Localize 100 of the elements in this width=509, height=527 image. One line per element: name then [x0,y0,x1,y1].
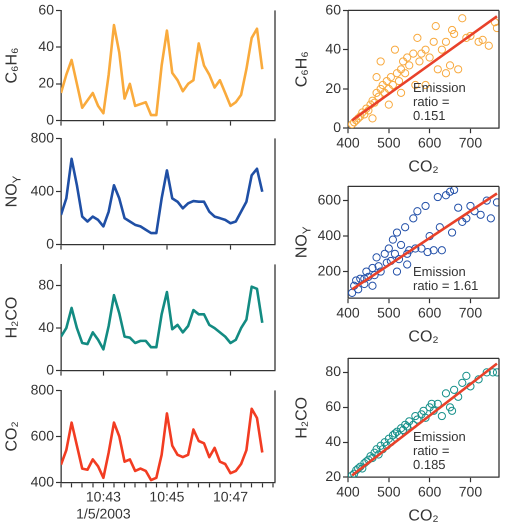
point [458,14,466,22]
point [450,30,458,38]
x-tick-label: 500 [377,304,401,320]
point [454,392,462,401]
y-axis-title: NOY [3,175,24,208]
point [430,38,438,46]
point [462,34,470,42]
point [446,188,454,196]
annotation: Emission ratio = 0.185 [413,429,466,472]
y-tick-label: 80 [38,276,54,292]
point [356,112,364,121]
y-tick-label: 600 [318,191,342,208]
point [372,88,381,97]
y-axis-title: CO₂ [3,421,20,452]
point [409,49,418,58]
point [417,410,426,418]
point [442,38,450,46]
point [448,406,456,415]
annotation: Emission ratio = 0.151 [413,80,466,124]
point [384,100,393,109]
y-tick-label: 600 [30,427,54,444]
point [466,382,475,390]
x-axis-title: CO₂ [408,328,439,346]
point [470,207,479,216]
point [432,22,440,30]
point [396,424,406,432]
point [401,420,410,429]
point [364,106,373,115]
point [368,454,377,462]
point [411,412,420,420]
point [396,88,406,97]
point [442,191,450,200]
point [448,228,456,237]
x-tick-label: 700 [458,483,482,500]
point [380,250,389,258]
point [388,236,397,244]
point [390,250,400,258]
point [413,34,422,42]
point [442,389,450,398]
point [350,118,358,126]
point [366,452,375,460]
y-tick-label: 40 [325,40,342,57]
y-axis-title: H₂CO [3,296,20,338]
point [358,108,366,117]
point [364,272,373,282]
point [356,274,364,283]
point [421,414,430,422]
point [430,246,438,254]
point [474,375,483,384]
point [401,69,410,78]
point [413,415,422,424]
point [370,98,379,107]
x-tick-label: 600 [418,304,442,320]
point [488,368,497,376]
point [398,426,408,434]
point [384,434,393,443]
y-tick-label: 60 [38,1,54,18]
y-tick-label: 0 [46,111,54,128]
point [362,267,370,276]
point [368,96,377,105]
point [372,445,381,454]
point [360,459,368,468]
point [388,80,397,90]
y-tick-label: 40 [38,318,54,335]
point [398,57,408,66]
point [426,232,434,240]
point [434,192,442,202]
point [348,120,356,128]
point [352,116,360,124]
point [374,450,383,459]
point [350,470,358,478]
y-tick-label: 40 [38,38,54,54]
y-tick-label: 400 [30,473,54,490]
y-tick-label: 0 [46,235,54,252]
point [396,240,406,250]
point [417,49,426,58]
point [390,46,400,54]
x-tick-label: 10:47 [212,488,248,505]
point [448,26,456,34]
point [482,368,491,376]
point [382,76,391,86]
y-tick-label: 20 [325,80,342,96]
x-tick-label: 10:45 [149,488,185,505]
point [370,448,379,457]
y-axis-title: C₆H₆ [3,47,20,84]
point [376,57,385,66]
point [362,104,370,113]
point [454,204,462,212]
point [392,428,402,436]
point [403,53,412,62]
point [374,262,383,270]
point [442,69,450,78]
point [421,46,430,54]
x-axis-title: CO₂ [408,158,439,176]
y-tick-label: 400 [30,182,54,198]
point [356,462,364,471]
point [384,84,393,94]
x-tick-label: 400 [336,304,360,320]
point [405,61,414,70]
point [438,412,446,420]
